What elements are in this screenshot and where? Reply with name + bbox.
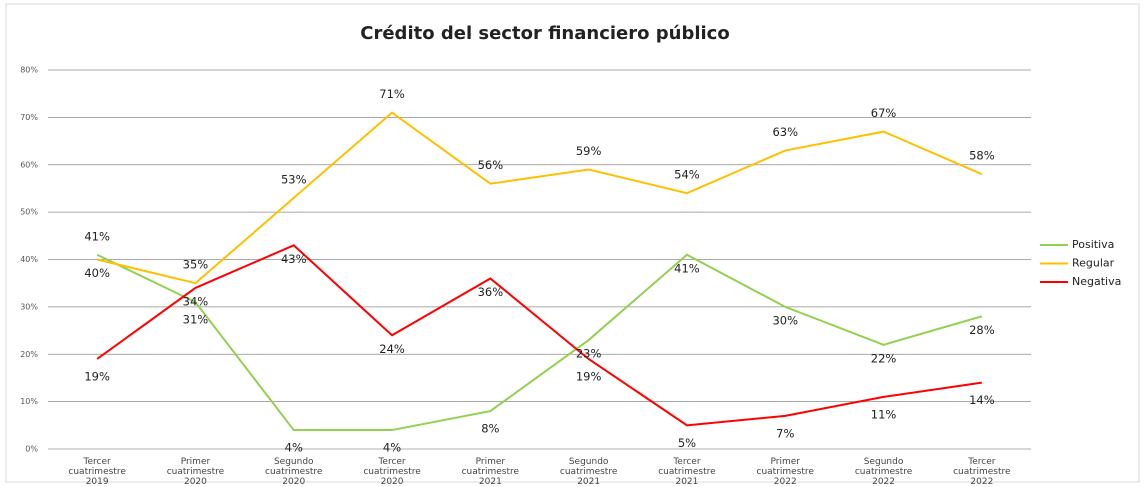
data-label: 35%: [183, 258, 209, 272]
y-tick-label: 0%: [25, 445, 38, 454]
data-label: 8%: [481, 422, 499, 436]
data-label: 59%: [576, 144, 602, 158]
series-line: [96, 111, 983, 285]
y-tick-label: 50%: [20, 208, 38, 217]
data-label: 58%: [969, 149, 995, 163]
chart-title: Crédito del sector financiero público: [360, 23, 729, 44]
x-tick-label: Primer cuatrimestre 2020: [167, 457, 225, 487]
data-label: 34%: [183, 294, 209, 308]
y-tick-label: 40%: [20, 255, 38, 264]
y-tick-label: 10%: [20, 397, 38, 406]
x-tick-label: Primer cuatrimestre 2022: [757, 457, 815, 487]
data-label: 56%: [478, 158, 504, 172]
data-label: 11%: [871, 407, 897, 421]
y-tick-label: 80%: [20, 66, 38, 75]
data-label: 4%: [383, 441, 401, 455]
data-label: 14%: [969, 393, 995, 407]
data-label: 36%: [478, 285, 504, 299]
data-label: 4%: [285, 441, 303, 455]
legend-label: Positiva: [1072, 238, 1114, 251]
data-label: 54%: [674, 168, 700, 182]
data-label: 63%: [772, 125, 798, 139]
y-tick-label: 60%: [20, 160, 38, 169]
series-line: [96, 244, 982, 427]
data-label: 30%: [772, 313, 798, 327]
data-label: 23%: [576, 347, 602, 361]
y-tick-label: 70%: [20, 113, 38, 122]
data-label: 43%: [281, 252, 307, 266]
data-label: 41%: [674, 261, 700, 275]
data-label: 53%: [281, 172, 307, 186]
legend-label: Regular: [1072, 257, 1115, 270]
x-tick-label: Segundo cuatrimestre 2022: [855, 457, 913, 487]
data-label: 22%: [871, 351, 897, 365]
x-tick-label: Tercer cuatrimestre 2020: [363, 457, 421, 487]
x-tick-label: Tercer cuatrimestre 2019: [68, 457, 126, 487]
x-tick-label: Tercer cuatrimestre 2021: [658, 457, 716, 487]
y-tick-label: 20%: [20, 350, 38, 359]
data-label: 41%: [84, 229, 110, 243]
series-line: [96, 253, 983, 432]
data-label: 5%: [678, 436, 696, 450]
data-label: 67%: [871, 106, 897, 120]
data-label: 7%: [776, 426, 794, 440]
y-tick-label: 30%: [20, 302, 38, 311]
data-label: 24%: [379, 342, 405, 356]
x-tick-label: Tercer cuatrimestre 2022: [953, 457, 1011, 487]
data-label: 71%: [379, 87, 405, 101]
data-label: 31%: [183, 313, 209, 327]
data-label: 19%: [576, 369, 602, 383]
data-label: 19%: [84, 369, 110, 383]
data-label: 28%: [969, 323, 995, 337]
x-tick-label: Segundo cuatrimestre 2020: [265, 457, 323, 487]
chart-frame: [5, 3, 1140, 483]
x-tick-label: Segundo cuatrimestre 2021: [560, 457, 618, 487]
legend-label: Negativa: [1072, 275, 1121, 288]
x-tick-label: Primer cuatrimestre 2021: [462, 457, 520, 487]
data-label: 40%: [84, 266, 110, 280]
